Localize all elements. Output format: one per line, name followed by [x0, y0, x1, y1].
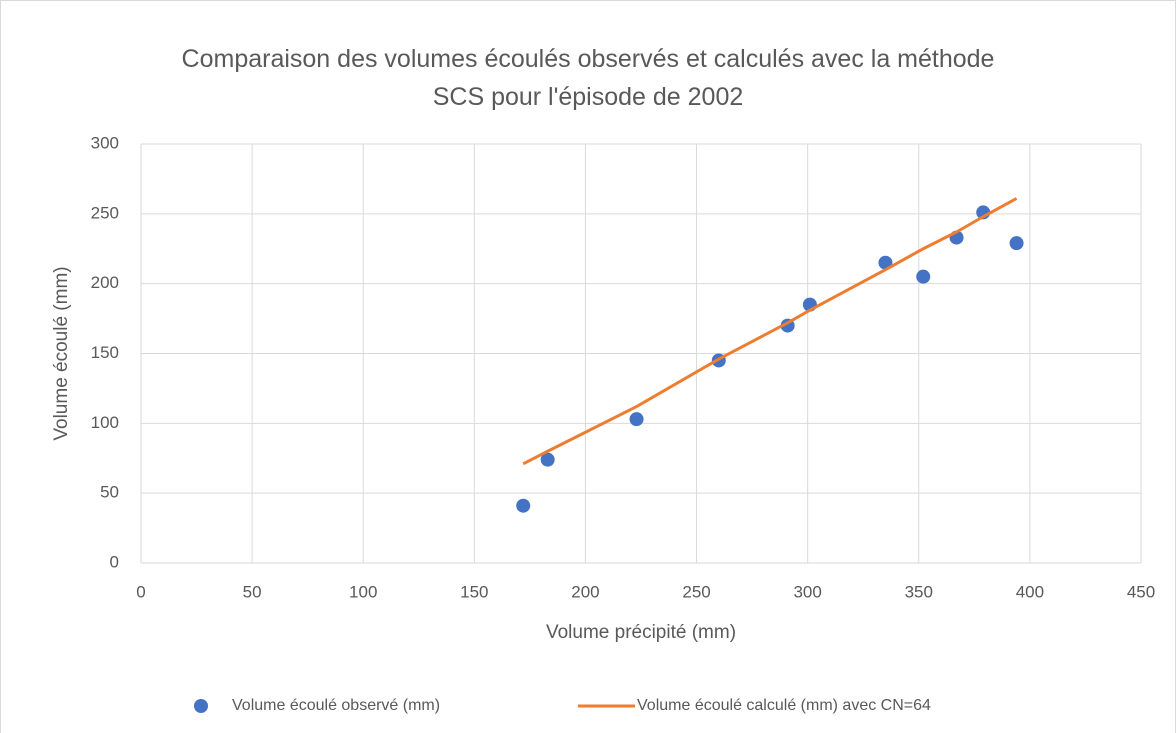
x-tick-label: 350: [905, 582, 933, 601]
marker: [916, 269, 931, 284]
legend-label: Volume écoulé observé (mm): [232, 697, 440, 714]
y-tick-label: 200: [91, 273, 119, 292]
y-axis-title: Volume écoulé (mm): [51, 266, 72, 440]
legend-label: Volume écoulé calculé (mm) avec CN=64: [637, 697, 931, 714]
x-tick-label: 300: [793, 582, 821, 601]
x-tick-label: 200: [571, 582, 599, 601]
chart-title: Comparaison des volumes écoulés observés…: [181, 45, 995, 111]
x-tick-label: 400: [1016, 582, 1044, 601]
marker: [516, 498, 531, 513]
y-tick-label: 100: [91, 413, 119, 432]
x-tick-label: 0: [136, 582, 145, 601]
marker: [629, 412, 644, 427]
line: [522, 197, 1018, 466]
x-axis-title: Volume précipité (mm): [546, 622, 736, 643]
x-tick-label: 100: [349, 582, 377, 601]
x-tick-label: 250: [682, 582, 710, 601]
marker: [1009, 236, 1024, 251]
x-tick-label: 50: [243, 582, 262, 601]
y-tick-label: 150: [91, 343, 119, 362]
x-tick-label: 450: [1127, 582, 1155, 601]
y-tick-label: 50: [100, 483, 119, 502]
y-tick-label: 300: [91, 133, 119, 152]
legend-marker: [194, 699, 208, 713]
y-tick-label: 0: [110, 552, 119, 571]
marker: [540, 452, 555, 467]
x-tick-label: 150: [460, 582, 488, 601]
y-tick-label: 250: [91, 203, 119, 222]
